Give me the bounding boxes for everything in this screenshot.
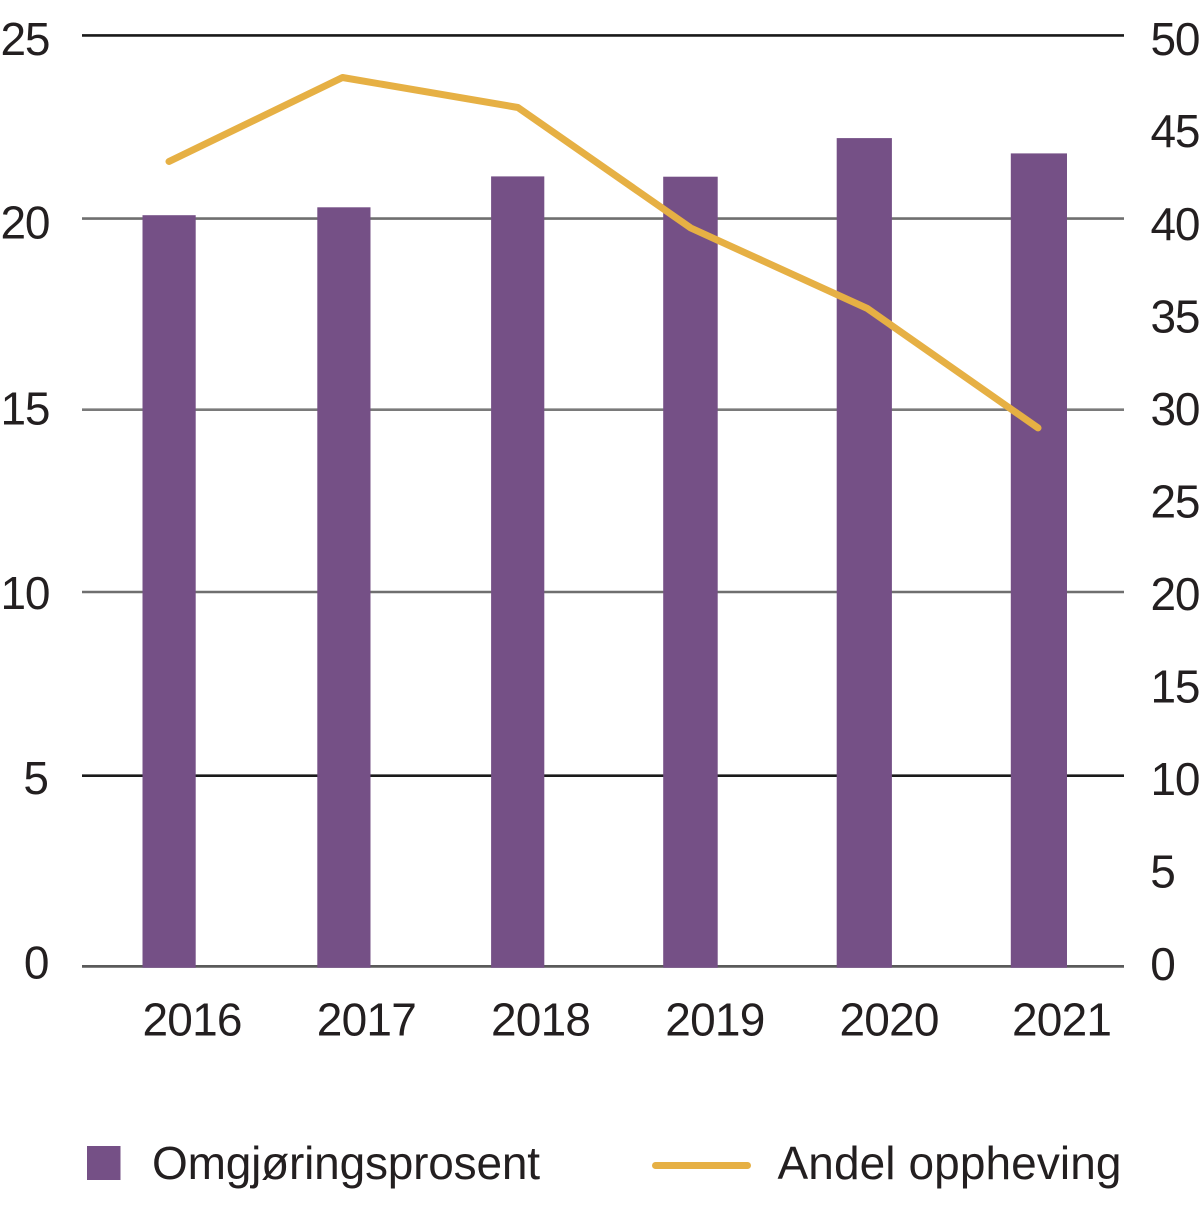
svg-text:20: 20: [1151, 568, 1200, 620]
svg-text:25: 25: [1, 13, 51, 65]
svg-text:2016: 2016: [143, 993, 243, 1045]
svg-text:10: 10: [1151, 753, 1200, 805]
svg-text:40: 40: [1151, 198, 1200, 250]
svg-text:50: 50: [1151, 13, 1200, 65]
svg-text:15: 15: [1151, 660, 1200, 712]
svg-text:2019: 2019: [665, 993, 765, 1045]
svg-text:2017: 2017: [317, 993, 417, 1045]
svg-text:5: 5: [1150, 845, 1176, 897]
svg-text:45: 45: [1151, 105, 1200, 157]
svg-text:Omgjøringsprosent: Omgjøringsprosent: [152, 1137, 540, 1189]
svg-text:Andel oppheving: Andel oppheving: [778, 1137, 1122, 1189]
svg-text:2018: 2018: [491, 993, 591, 1045]
svg-text:0: 0: [24, 936, 50, 988]
svg-text:2021: 2021: [1012, 993, 1112, 1045]
svg-text:2020: 2020: [840, 993, 940, 1045]
svg-text:5: 5: [23, 752, 49, 804]
svg-text:30: 30: [1151, 383, 1200, 435]
svg-text:10: 10: [1, 567, 51, 619]
svg-text:20: 20: [1, 197, 51, 249]
svg-text:25: 25: [1151, 476, 1200, 528]
svg-text:35: 35: [1151, 291, 1200, 343]
svg-text:0: 0: [1150, 938, 1176, 990]
svg-text:15: 15: [1, 382, 51, 434]
